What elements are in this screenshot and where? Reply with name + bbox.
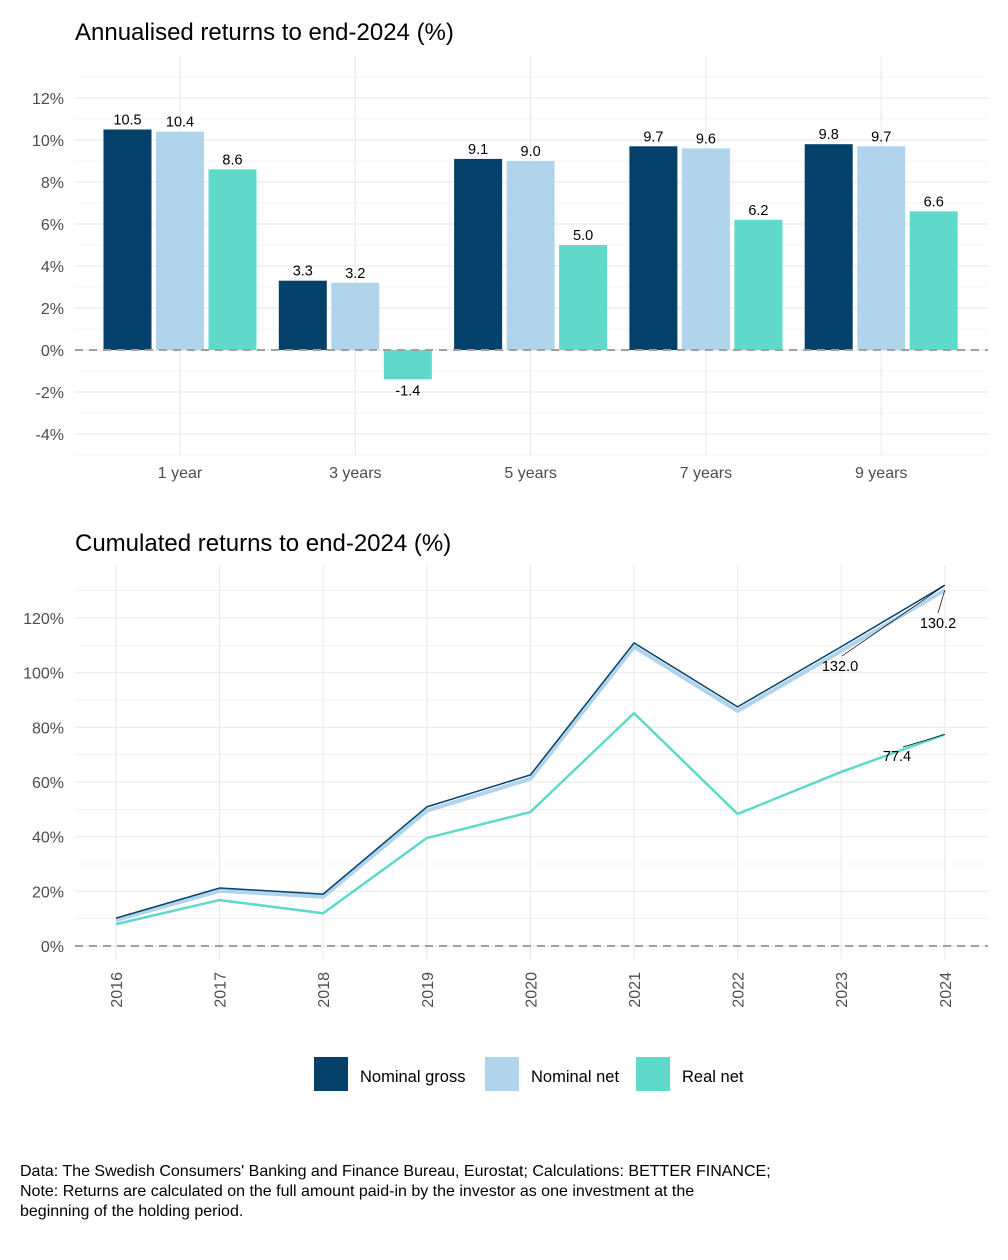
data-label: 9.6 bbox=[696, 131, 716, 147]
y-tick-label: 8% bbox=[41, 175, 64, 192]
annotation-label: 132.0 bbox=[822, 659, 858, 675]
bar-real-net bbox=[208, 169, 257, 350]
y-tick-label: 2% bbox=[41, 301, 64, 318]
data-label: 9.7 bbox=[871, 129, 891, 145]
bar-real-net bbox=[559, 245, 608, 350]
y-tick-label: 100% bbox=[23, 666, 64, 683]
bar-real-net bbox=[734, 219, 783, 350]
bar-real-net bbox=[383, 350, 432, 380]
bar-real-net bbox=[909, 211, 958, 350]
data-label: 5.0 bbox=[573, 228, 593, 244]
line-chart-title: Cumulated returns to end-2024 (%) bbox=[75, 530, 451, 557]
data-label: 9.1 bbox=[468, 142, 488, 158]
bar-nominal-net bbox=[331, 282, 380, 350]
x-tick-label: 2016 bbox=[109, 972, 126, 1008]
annotation-leader-line bbox=[937, 590, 946, 614]
x-tick-label: 2024 bbox=[938, 972, 955, 1008]
legend-label: Nominal net bbox=[531, 1068, 619, 1086]
legend-key-nominal-net bbox=[485, 1057, 519, 1091]
line-real-net bbox=[115, 711, 946, 926]
x-tick-label: 2017 bbox=[213, 972, 230, 1008]
line-nominal-gross bbox=[115, 584, 946, 919]
data-label: 6.2 bbox=[748, 203, 768, 219]
x-tick-label: 2020 bbox=[523, 972, 540, 1008]
footnote-line: Note: Returns are calculated on the full… bbox=[20, 1183, 695, 1200]
y-tick-label: 10% bbox=[32, 133, 64, 150]
y-tick-label: 0% bbox=[41, 939, 64, 956]
data-label: 6.6 bbox=[924, 194, 944, 210]
x-tick-label: 2018 bbox=[316, 972, 333, 1008]
bar-nominal-gross bbox=[278, 280, 327, 350]
bar-nominal-gross bbox=[804, 144, 853, 350]
y-tick-label: 80% bbox=[32, 720, 64, 737]
x-tick-label: 5 years bbox=[504, 465, 556, 482]
bar-nominal-gross bbox=[103, 129, 152, 350]
x-tick-label: 2022 bbox=[731, 972, 748, 1008]
bar-nominal-gross bbox=[629, 146, 678, 350]
data-label: 3.2 bbox=[345, 266, 365, 282]
data-label: 9.0 bbox=[521, 144, 541, 160]
data-label: 9.7 bbox=[643, 129, 663, 145]
line-nominal-net bbox=[115, 588, 946, 922]
data-label: -1.4 bbox=[395, 383, 420, 399]
y-tick-label: 4% bbox=[41, 259, 64, 276]
data-label: 8.6 bbox=[222, 152, 242, 168]
y-tick-label: 12% bbox=[32, 91, 64, 108]
data-label: 3.3 bbox=[293, 264, 313, 280]
data-label: 10.5 bbox=[113, 113, 141, 129]
bar-nominal-net bbox=[506, 161, 555, 350]
footnote-line: beginning of the holding period. bbox=[20, 1203, 244, 1220]
y-tick-label: -2% bbox=[36, 385, 64, 402]
x-tick-label: 3 years bbox=[329, 465, 381, 482]
y-tick-label: 6% bbox=[41, 217, 64, 234]
y-tick-label: 120% bbox=[23, 611, 64, 628]
legend-label: Nominal gross bbox=[360, 1068, 465, 1086]
legend-label: Real net bbox=[682, 1068, 744, 1086]
y-tick-label: -4% bbox=[36, 427, 64, 444]
footnote-line: Data: The Swedish Consumers' Banking and… bbox=[20, 1163, 771, 1180]
x-tick-label: 2023 bbox=[834, 972, 851, 1008]
bar-nominal-net bbox=[156, 131, 204, 350]
x-tick-label: 1 year bbox=[158, 465, 203, 482]
legend-key-real-net bbox=[636, 1057, 670, 1091]
annotation-label: 77.4 bbox=[883, 749, 911, 765]
x-tick-label: 9 years bbox=[855, 465, 907, 482]
x-tick-label: 2019 bbox=[420, 972, 437, 1008]
bar-chart-title: Annualised returns to end-2024 (%) bbox=[75, 19, 454, 46]
y-tick-label: 20% bbox=[32, 884, 64, 901]
bar-nominal-net bbox=[681, 148, 730, 350]
annotation-label: 130.2 bbox=[920, 616, 956, 632]
annotation-leader-line bbox=[902, 734, 945, 748]
annotation-leader-line bbox=[841, 584, 945, 657]
y-tick-label: 60% bbox=[32, 775, 64, 792]
bar-nominal-gross bbox=[454, 158, 503, 350]
x-tick-label: 7 years bbox=[680, 465, 732, 482]
data-label: 10.4 bbox=[166, 115, 194, 131]
footnote: Data: The Swedish Consumers' Banking and… bbox=[20, 1162, 920, 1222]
legend-key-nominal-gross bbox=[314, 1057, 348, 1091]
y-tick-label: 0% bbox=[41, 343, 64, 360]
data-label: 9.8 bbox=[819, 127, 839, 143]
x-tick-label: 2021 bbox=[627, 972, 644, 1008]
y-tick-label: 40% bbox=[32, 830, 64, 847]
bar-nominal-net bbox=[857, 146, 906, 350]
